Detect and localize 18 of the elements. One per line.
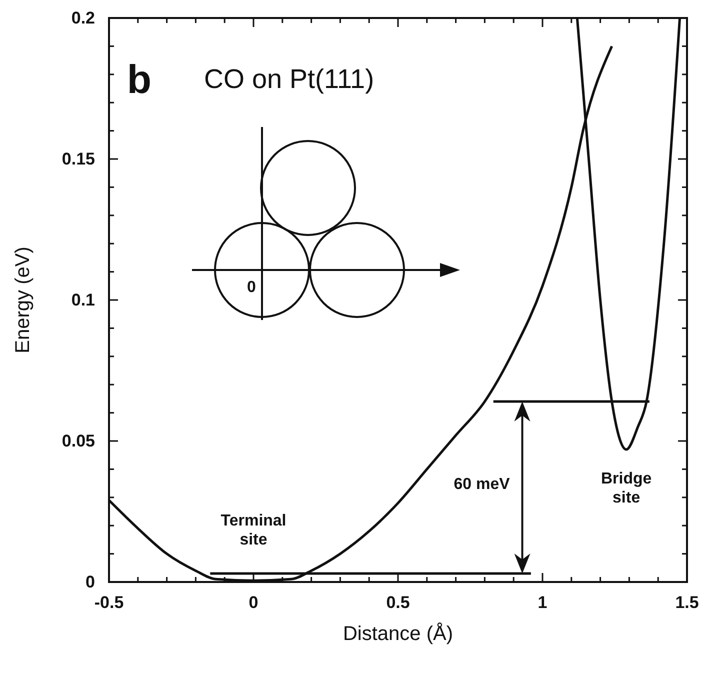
annotation: 60 meV [454, 476, 510, 493]
y-axis-title: Energy (eV) [12, 246, 34, 354]
x-axis-title: Distance (Å) [342, 622, 454, 645]
annotation: 0 [247, 279, 256, 296]
y-tick-label: 0 [86, 572, 95, 592]
y-tick-label: 0.1 [71, 290, 95, 310]
x-tick-label: 0.5 [386, 593, 410, 612]
x-tick-label: 1.5 [675, 593, 699, 612]
y-tick-label: 0.05 [62, 431, 95, 450]
annotation: Bridge site [600, 470, 652, 506]
text: CO on Pt(111) [204, 64, 374, 94]
x-tick-label: 0 [248, 593, 258, 612]
annotation: Terminal site [220, 512, 286, 549]
annotation: b [127, 58, 152, 102]
x-tick-label: -0.5 [94, 593, 124, 612]
y-tick-label: 0.15 [62, 149, 95, 168]
y-tick-label: 0.2 [71, 8, 95, 28]
x-tick-label: 1 [538, 593, 548, 612]
